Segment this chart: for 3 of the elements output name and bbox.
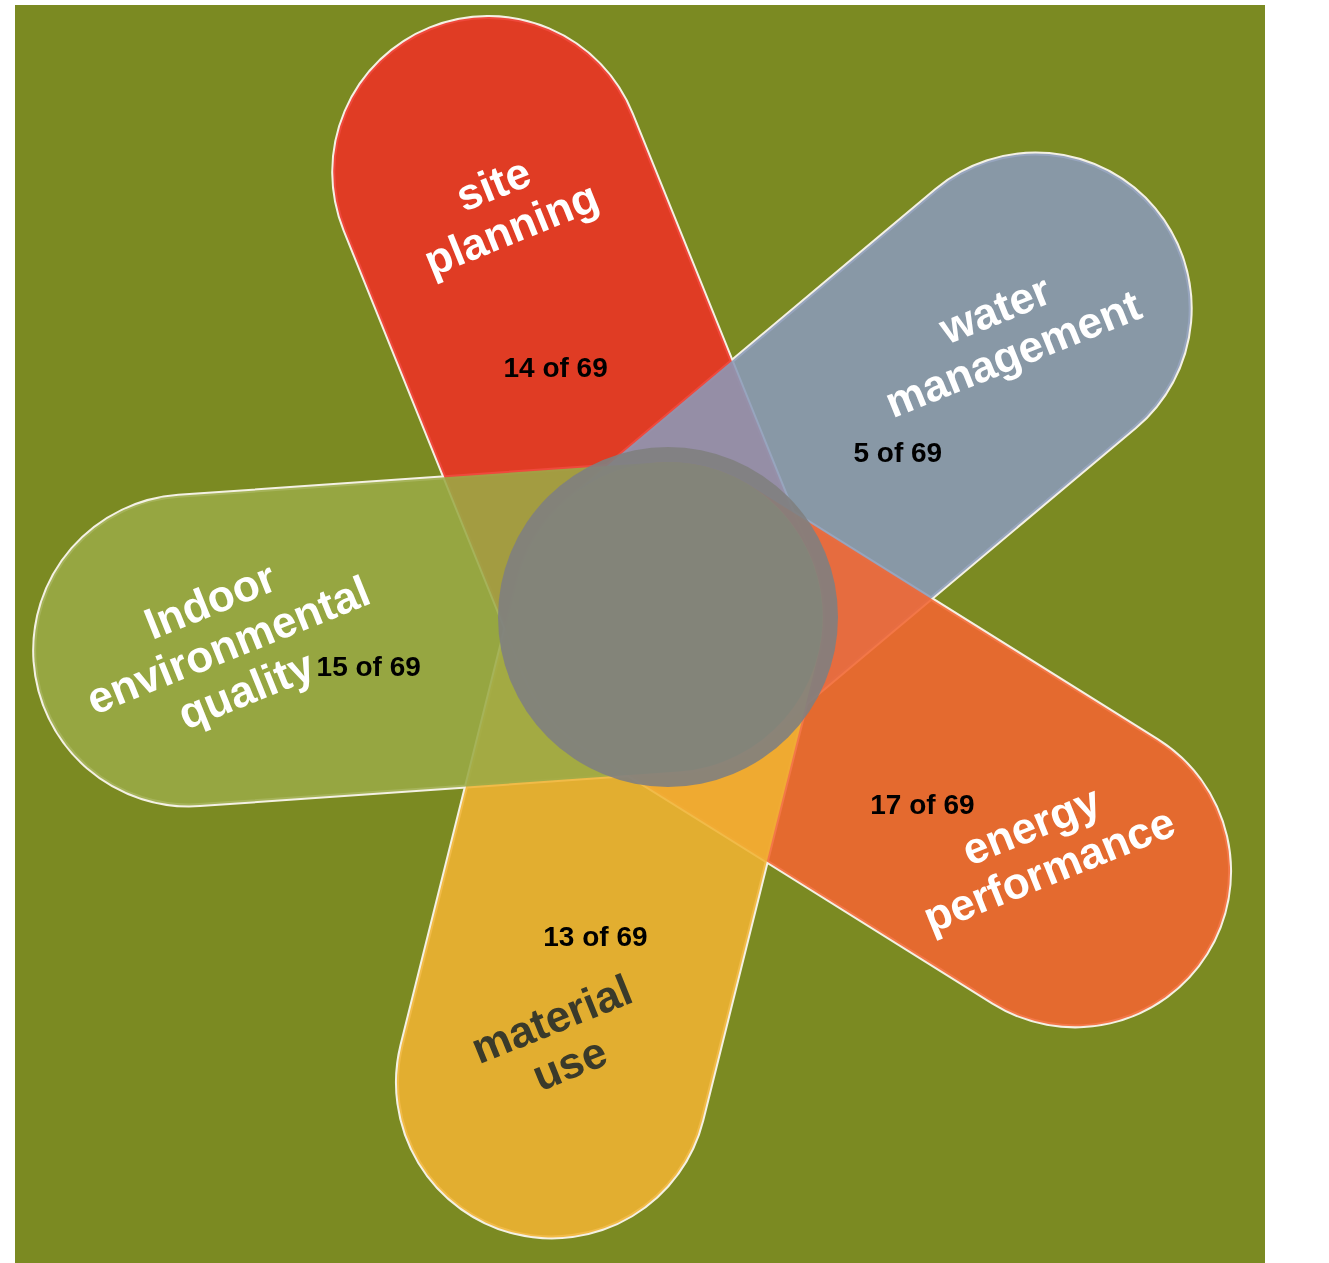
data-label: 13 of 69 <box>543 920 648 952</box>
data-label: 14 of 69 <box>503 351 608 383</box>
data-label: 5 of 69 <box>853 436 943 468</box>
